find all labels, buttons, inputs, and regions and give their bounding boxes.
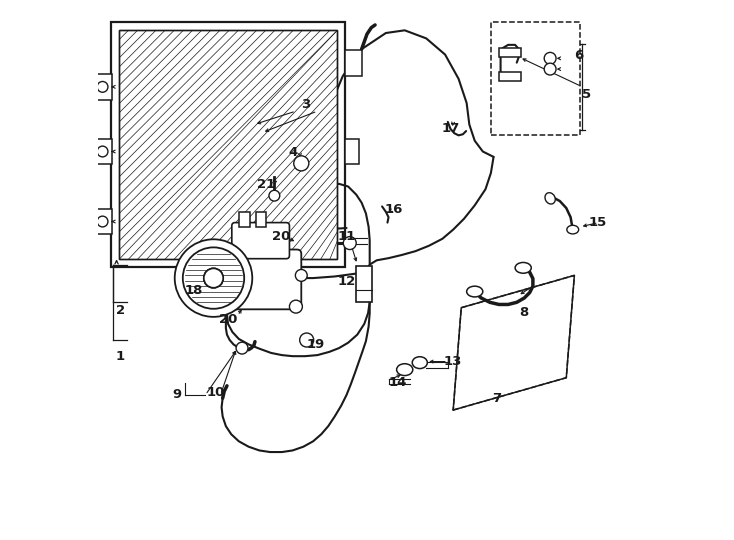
Bar bbox=[499, 48, 520, 57]
Ellipse shape bbox=[515, 262, 531, 273]
Circle shape bbox=[299, 333, 313, 347]
Bar bbox=[346, 50, 362, 76]
Bar bbox=[119, 30, 338, 259]
Circle shape bbox=[97, 82, 108, 92]
Text: 12: 12 bbox=[338, 275, 356, 288]
Bar bbox=[356, 266, 372, 302]
Bar bbox=[95, 74, 112, 100]
Text: 11: 11 bbox=[338, 230, 356, 243]
Text: 7: 7 bbox=[492, 392, 501, 404]
Text: 1: 1 bbox=[116, 350, 125, 363]
Text: 10: 10 bbox=[207, 386, 225, 399]
Circle shape bbox=[204, 268, 223, 288]
Circle shape bbox=[289, 300, 302, 313]
Circle shape bbox=[294, 156, 309, 171]
Text: 13: 13 bbox=[444, 355, 462, 368]
Circle shape bbox=[544, 63, 556, 75]
Text: 8: 8 bbox=[520, 306, 529, 319]
Circle shape bbox=[544, 52, 556, 64]
Text: 9: 9 bbox=[172, 388, 182, 401]
Text: 3: 3 bbox=[302, 98, 310, 111]
Text: 4: 4 bbox=[288, 146, 298, 159]
Bar bbox=[119, 30, 338, 259]
Bar bbox=[491, 22, 580, 136]
Ellipse shape bbox=[396, 364, 413, 375]
Circle shape bbox=[175, 239, 252, 317]
Text: 17: 17 bbox=[441, 123, 459, 136]
Bar bbox=[255, 212, 266, 227]
Text: 5: 5 bbox=[582, 89, 592, 102]
Text: 20: 20 bbox=[219, 313, 237, 326]
Text: 18: 18 bbox=[184, 284, 203, 297]
Circle shape bbox=[295, 269, 308, 281]
FancyBboxPatch shape bbox=[232, 222, 289, 259]
Text: 19: 19 bbox=[307, 338, 325, 351]
Bar bbox=[95, 139, 112, 165]
Circle shape bbox=[97, 146, 108, 157]
Text: 15: 15 bbox=[589, 216, 606, 229]
Text: 20: 20 bbox=[272, 230, 290, 243]
Ellipse shape bbox=[545, 193, 555, 204]
Text: 14: 14 bbox=[389, 375, 407, 389]
Circle shape bbox=[183, 247, 244, 309]
FancyBboxPatch shape bbox=[220, 249, 301, 309]
Circle shape bbox=[269, 190, 280, 201]
Circle shape bbox=[236, 342, 248, 354]
Bar bbox=[346, 139, 359, 165]
Text: 16: 16 bbox=[385, 203, 403, 216]
Text: 6: 6 bbox=[574, 49, 584, 62]
Ellipse shape bbox=[467, 286, 483, 297]
Text: 21: 21 bbox=[257, 178, 275, 191]
Ellipse shape bbox=[567, 225, 578, 234]
Bar bbox=[111, 22, 346, 267]
Bar bbox=[499, 72, 520, 82]
Text: 2: 2 bbox=[116, 304, 125, 317]
Circle shape bbox=[97, 216, 108, 227]
Bar bbox=[95, 208, 112, 234]
Bar bbox=[239, 212, 250, 227]
Circle shape bbox=[344, 237, 356, 249]
Circle shape bbox=[204, 268, 223, 288]
Ellipse shape bbox=[413, 357, 427, 369]
